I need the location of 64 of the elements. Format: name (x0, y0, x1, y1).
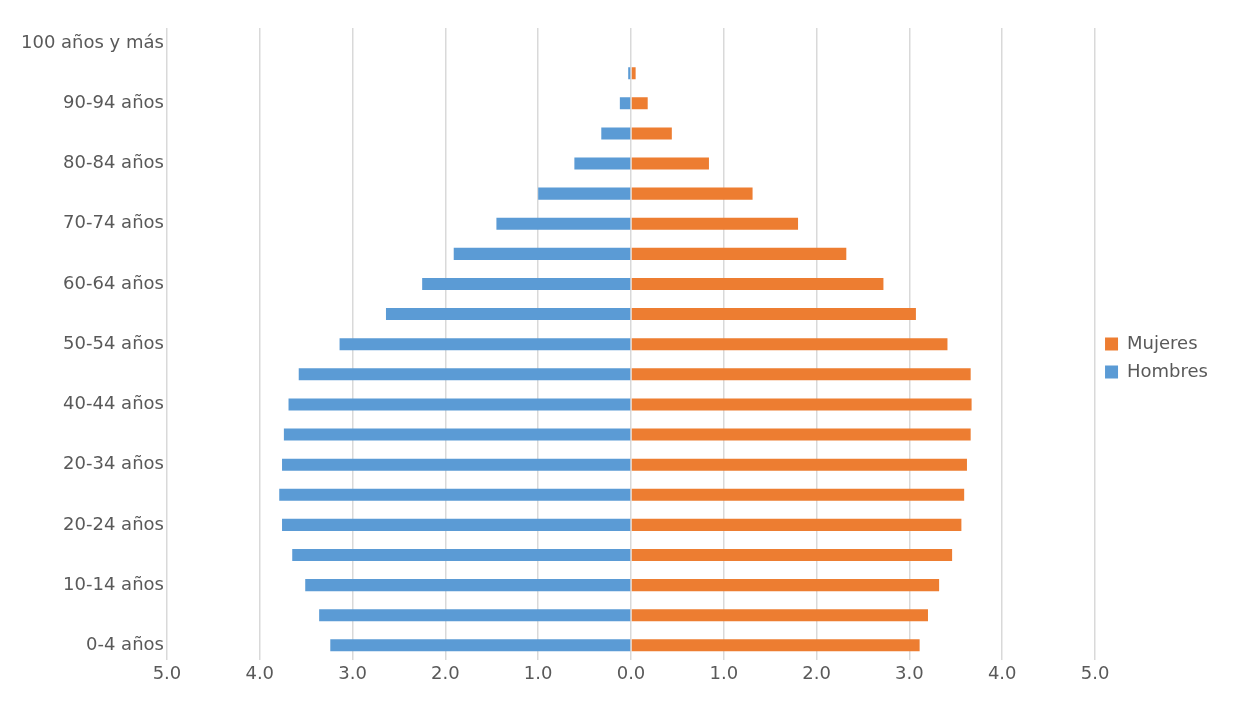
bar (631, 338, 948, 351)
y-tick-label: 0-4 años (85, 633, 164, 655)
bar (631, 247, 847, 260)
x-tick-label: 2.0 (431, 661, 460, 683)
legend-label: Hombres (1127, 359, 1208, 381)
x-tick-label: 2.0 (802, 661, 831, 683)
bar (292, 548, 631, 562)
y-tick-label: 20-34 años (63, 452, 164, 474)
bar (631, 157, 709, 170)
bar (631, 217, 799, 230)
x-tick-label: 3.0 (895, 661, 924, 683)
x-tick-label: 1.0 (709, 661, 739, 683)
bar (574, 157, 631, 170)
bar (631, 368, 971, 381)
bar (619, 97, 631, 110)
bar (282, 518, 631, 531)
bar (279, 488, 631, 501)
x-tick-label: 3.0 (338, 661, 367, 683)
bar (385, 308, 631, 321)
bar (319, 609, 631, 622)
x-tick-label: 0.0 (616, 661, 646, 683)
bar (628, 67, 631, 80)
bar (631, 579, 940, 592)
legend-label: Mujeres (1127, 331, 1198, 353)
x-tick-label: 4.0 (987, 661, 1017, 683)
bar (305, 579, 631, 592)
bar (601, 127, 631, 140)
bar (496, 217, 631, 230)
y-tick-label: 100 años y más (20, 30, 164, 52)
bar (288, 398, 631, 411)
bar (339, 338, 631, 351)
y-tick-label: 20-24 años (63, 512, 164, 534)
bar (282, 458, 631, 471)
bar (631, 548, 953, 562)
bar (631, 458, 967, 471)
bar (298, 368, 631, 381)
bar (631, 428, 971, 441)
y-tick-label: 60-64 años (63, 271, 164, 293)
y-tick-label: 70-74 años (63, 211, 164, 233)
bar (631, 398, 972, 411)
bar (631, 67, 636, 80)
bar (631, 187, 753, 200)
bar (631, 609, 928, 622)
bar (631, 277, 884, 290)
x-tick-label: 1.0 (523, 661, 553, 683)
bar (538, 187, 631, 200)
bar (330, 639, 631, 652)
x-tick-label: 5.0 (1080, 661, 1110, 683)
bar (631, 127, 672, 140)
bar (631, 488, 965, 501)
y-tick-label: 80-84 años (63, 151, 164, 173)
x-tick-label: 5.0 (152, 661, 182, 683)
bar (422, 277, 631, 290)
y-tick-label: 40-44 años (63, 392, 164, 414)
bar (453, 247, 631, 260)
bar (283, 428, 631, 441)
y-tick-label: 50-54 años (63, 331, 164, 353)
bar (631, 639, 920, 652)
bar (631, 97, 648, 110)
bar (631, 308, 916, 321)
bar (631, 518, 962, 531)
y-tick-label: 10-14 años (63, 572, 164, 594)
x-tick-label: 4.0 (245, 661, 275, 683)
y-tick-label: 90-94 años (63, 90, 164, 112)
